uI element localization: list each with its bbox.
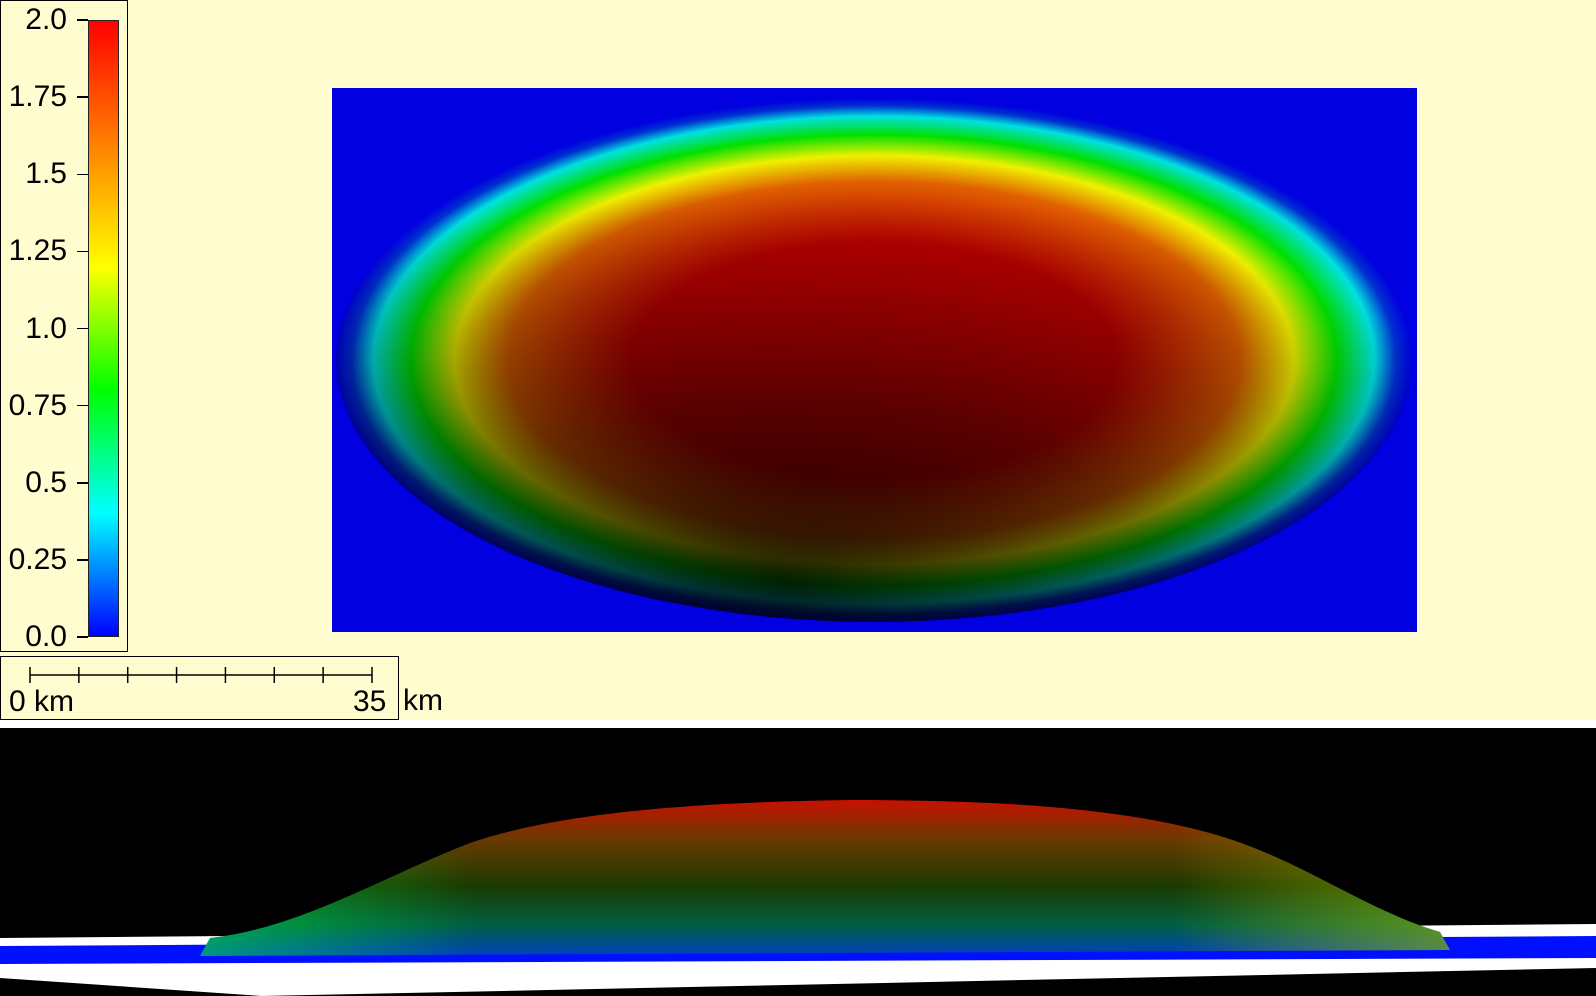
colorbar-tick-label: 1.25 — [8, 234, 67, 268]
dome-shading — [336, 98, 1412, 622]
dome-perspective — [0, 800, 1596, 996]
dome-profile-tint — [200, 800, 1450, 956]
colorbar-tick-mark — [77, 559, 88, 561]
top-panel: 0.0 0.25 0.5 0.75 1.0 1.25 1.5 1.75 2.0 — [0, 0, 1596, 720]
colorbar-tick-label: 1.75 — [8, 80, 67, 114]
colorbar-tick-label: 0.5 — [25, 465, 67, 499]
colorbar-tick-label: 0.25 — [8, 542, 67, 576]
scale-bar: 0 km 35 — [0, 656, 399, 720]
colorbar-tick-mark — [77, 250, 88, 253]
scale-end-label: 35 — [353, 685, 387, 718]
colorbar-tick-label: 0.75 — [8, 388, 67, 422]
colorbar-tick-mark — [77, 404, 88, 407]
colorbar-tick-mark — [77, 96, 88, 98]
perspective-view — [0, 728, 1596, 996]
scale-unit-label: km — [403, 684, 443, 717]
colorbar-tick-mark — [77, 636, 88, 638]
colorbar-tick-label: 0.0 — [25, 620, 67, 653]
colorbar-tick-mark — [77, 482, 88, 484]
colorbar-tick-label: 1.5 — [25, 157, 67, 191]
colorbar-tick-label: 1.0 — [25, 311, 67, 345]
colorbar-tick-mark — [77, 327, 88, 330]
colorbar-tick-label: 2.0 — [25, 3, 67, 36]
scale-start-label: 0 km — [9, 685, 75, 718]
colorbar-gradient — [88, 20, 119, 637]
colorbar-legend: 0.0 0.25 0.5 0.75 1.0 1.25 1.5 1.75 2.0 — [0, 0, 128, 652]
colorbar-tick-mark — [77, 19, 88, 21]
scale-bar-ruler — [29, 667, 373, 683]
dome-plan-view — [336, 98, 1412, 622]
colorbar-tick-mark — [77, 173, 88, 175]
map-view — [332, 88, 1417, 632]
